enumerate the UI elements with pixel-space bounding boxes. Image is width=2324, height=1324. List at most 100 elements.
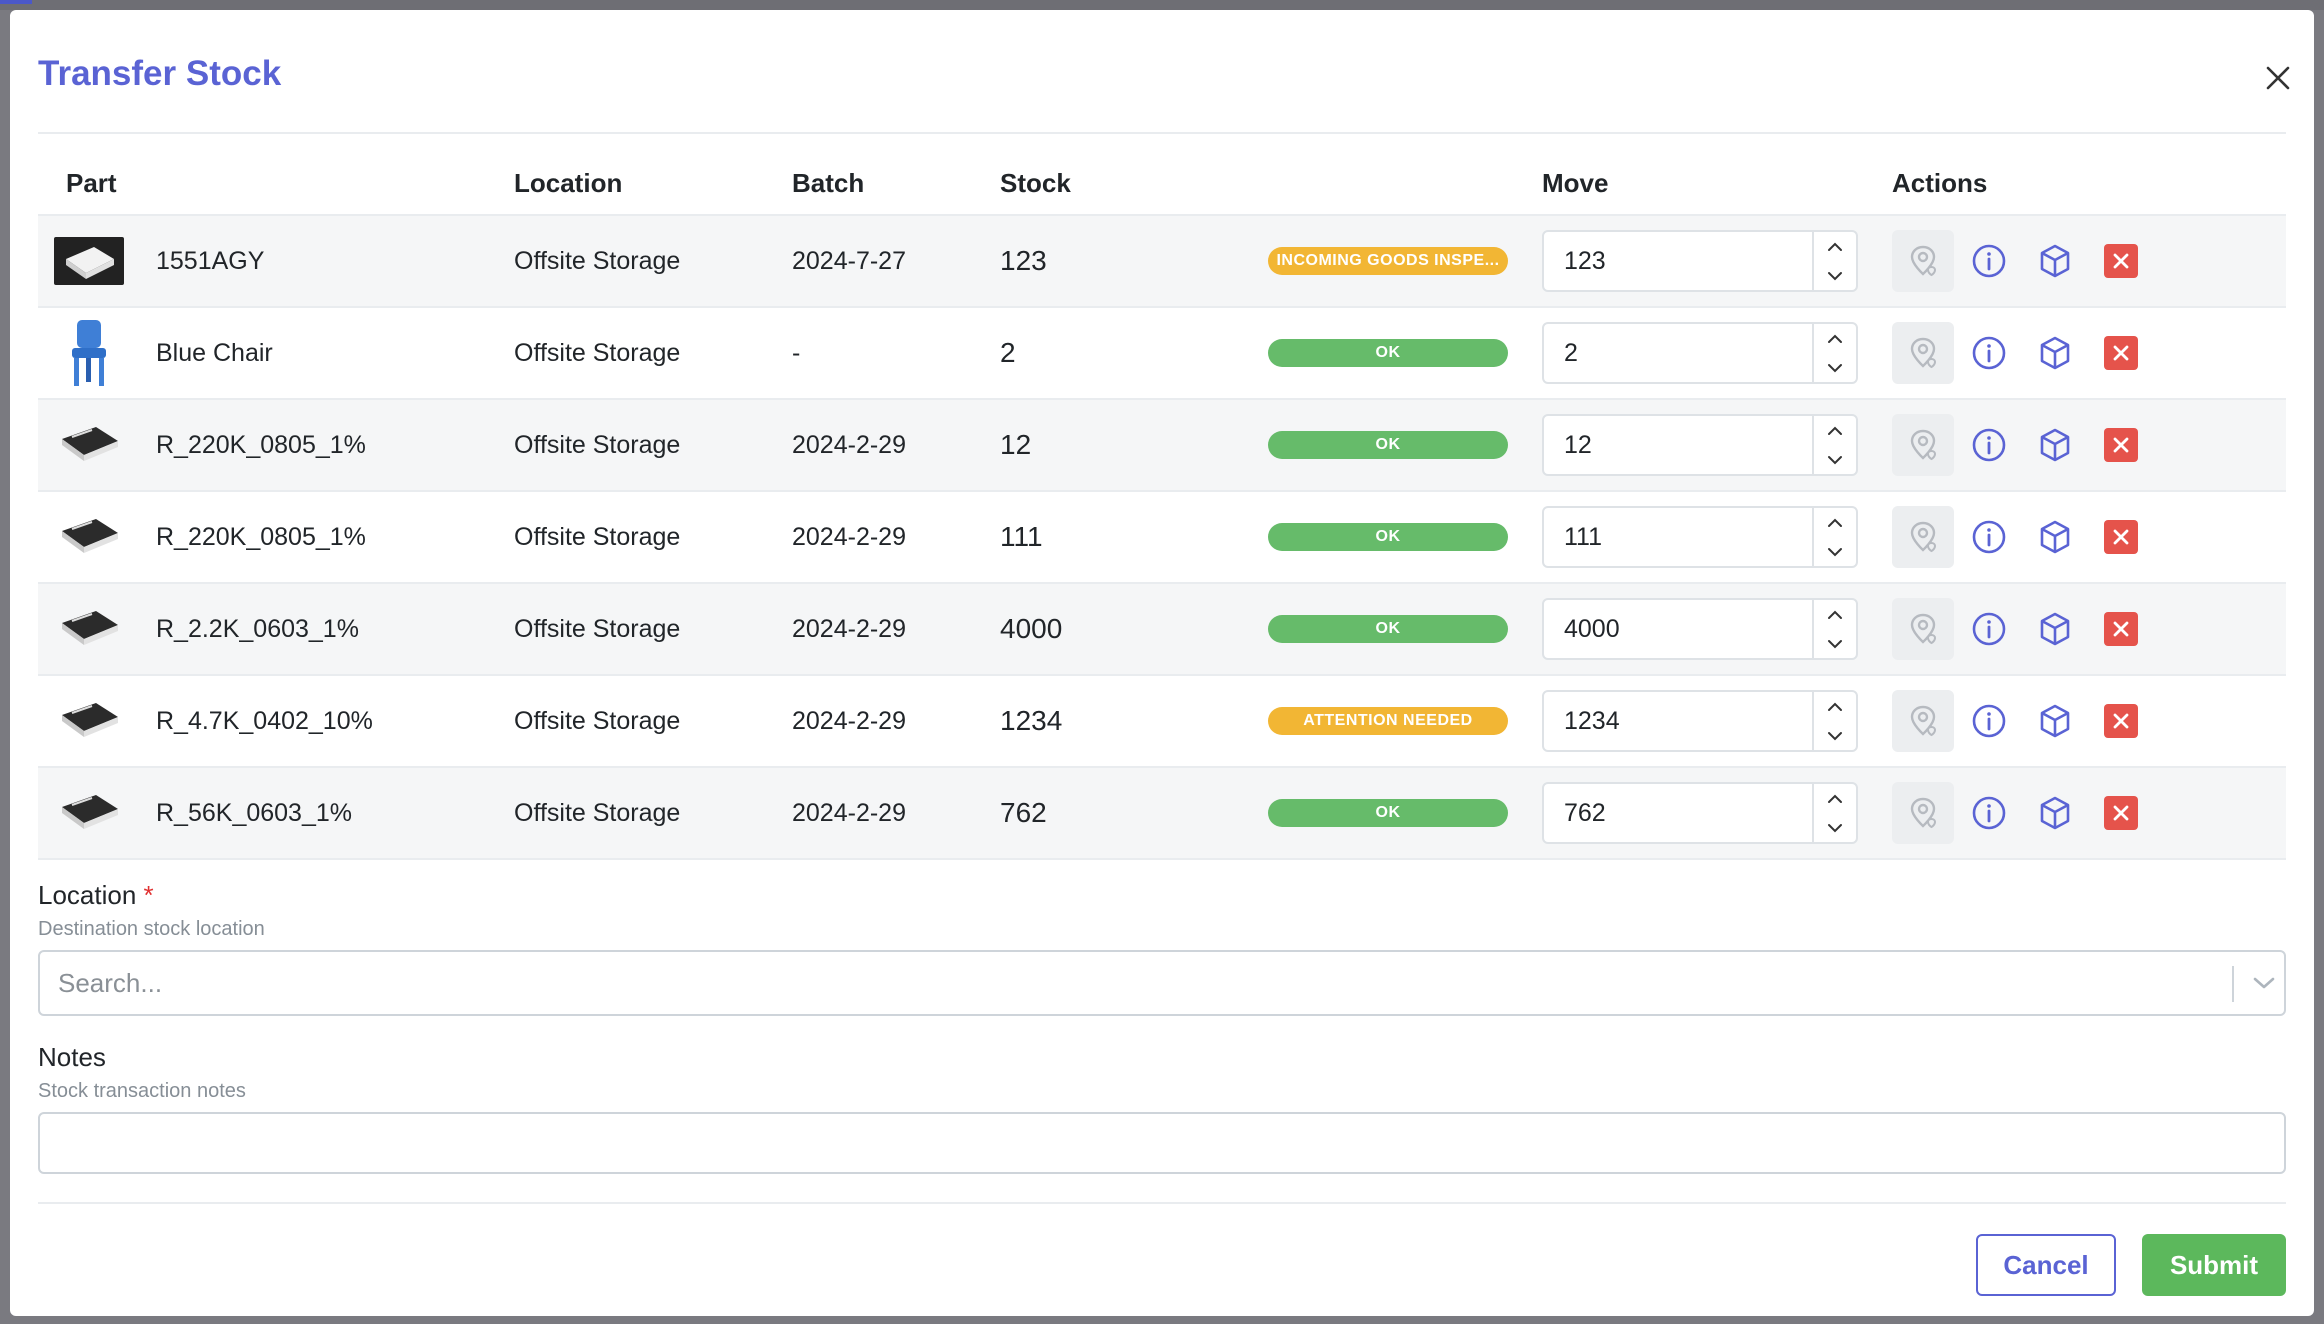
quantity-stepper: [1812, 232, 1856, 290]
change-location-button[interactable]: [1892, 598, 1954, 660]
change-location-button[interactable]: [1892, 322, 1954, 384]
stock-item-button[interactable]: [2024, 598, 2086, 660]
remove-row-button[interactable]: [2090, 414, 2152, 476]
decrement-button[interactable]: [1814, 537, 1856, 566]
close-icon: [2266, 66, 2290, 90]
remove-row-button[interactable]: [2090, 782, 2152, 844]
submit-button[interactable]: Submit: [2142, 1234, 2286, 1296]
move-quantity-field[interactable]: [1542, 230, 1858, 292]
remove-row-button[interactable]: [2090, 506, 2152, 568]
remove-icon: [2113, 713, 2129, 729]
decrement-button[interactable]: [1814, 629, 1856, 658]
move-quantity-input[interactable]: [1544, 692, 1814, 750]
move-quantity-input[interactable]: [1544, 232, 1814, 290]
location-dropdown-toggle[interactable]: [2242, 952, 2286, 1014]
stock-item-button[interactable]: [2024, 782, 2086, 844]
stock-cell: 123: [1000, 245, 1047, 276]
location-icon: [1910, 245, 1937, 277]
chevron-up-icon: [1828, 794, 1842, 803]
increment-button[interactable]: [1814, 508, 1856, 537]
change-location-button[interactable]: [1892, 230, 1954, 292]
part-name[interactable]: 1551AGY: [156, 246, 265, 275]
chevron-up-icon: [1828, 426, 1842, 435]
close-button[interactable]: [2258, 58, 2298, 98]
move-quantity-input[interactable]: [1544, 324, 1814, 382]
change-location-button[interactable]: [1892, 506, 1954, 568]
move-quantity-field[interactable]: [1542, 690, 1858, 752]
stock-info-button[interactable]: [1958, 690, 2020, 752]
move-quantity-field[interactable]: [1542, 782, 1858, 844]
location-search-input[interactable]: [40, 952, 2190, 1014]
remove-icon: [2113, 621, 2129, 637]
chevron-down-icon: [1828, 639, 1842, 648]
move-quantity-input[interactable]: [1544, 600, 1814, 658]
stock-info-button[interactable]: [1958, 414, 2020, 476]
remove-row-button[interactable]: [2090, 322, 2152, 384]
table-row: 1551AGY Offsite Storage 2024-7-27 123 INCOMI…: [38, 216, 2286, 308]
part-name[interactable]: Blue Chair: [156, 338, 273, 367]
batch-cell: 2024-2-29: [792, 430, 906, 459]
increment-button[interactable]: [1814, 232, 1856, 261]
package-icon: [2040, 612, 2070, 646]
package-icon: [2040, 796, 2070, 830]
move-quantity-field[interactable]: [1542, 414, 1858, 476]
location-select[interactable]: [38, 950, 2286, 1016]
stock-info-button[interactable]: [1958, 322, 2020, 384]
remove-row-button[interactable]: [2090, 690, 2152, 752]
stock-item-button[interactable]: [2024, 230, 2086, 292]
part-name[interactable]: R_56K_0603_1%: [156, 798, 352, 827]
move-quantity-input[interactable]: [1544, 416, 1814, 474]
change-location-button[interactable]: [1892, 414, 1954, 476]
remove-row-button[interactable]: [2090, 598, 2152, 660]
chair-thumb: [54, 318, 124, 388]
decrement-button[interactable]: [1814, 261, 1856, 290]
part-name[interactable]: R_220K_0805_1%: [156, 522, 366, 551]
decrement-button[interactable]: [1814, 721, 1856, 750]
cancel-button[interactable]: Cancel: [1976, 1234, 2116, 1296]
change-location-button[interactable]: [1892, 690, 1954, 752]
increment-button[interactable]: [1814, 416, 1856, 445]
move-quantity-field[interactable]: [1542, 598, 1858, 660]
stock-item-button[interactable]: [2024, 322, 2086, 384]
batch-cell: 2024-2-29: [792, 798, 906, 827]
location-label-text: Location: [38, 880, 137, 910]
location-cell: Offsite Storage: [514, 522, 681, 551]
stock-item-button[interactable]: [2024, 690, 2086, 752]
stock-info-button[interactable]: [1958, 506, 2020, 568]
chevron-down-icon: [1828, 455, 1842, 464]
chevron-down-icon: [1828, 731, 1842, 740]
stock-info-button[interactable]: [1958, 230, 2020, 292]
increment-button[interactable]: [1814, 784, 1856, 813]
move-quantity-field[interactable]: [1542, 322, 1858, 384]
part-name[interactable]: R_2.2K_0603_1%: [156, 614, 359, 643]
decrement-button[interactable]: [1814, 813, 1856, 842]
stock-info-button[interactable]: [1958, 598, 2020, 660]
chevron-up-icon: [1828, 610, 1842, 619]
move-quantity-field[interactable]: [1542, 506, 1858, 568]
move-quantity-input[interactable]: [1544, 784, 1814, 842]
increment-button[interactable]: [1814, 692, 1856, 721]
increment-button[interactable]: [1814, 600, 1856, 629]
part-name[interactable]: R_220K_0805_1%: [156, 430, 366, 459]
quantity-stepper: [1812, 324, 1856, 382]
part-name[interactable]: R_4.7K_0402_10%: [156, 706, 373, 735]
chevron-up-icon: [1828, 242, 1842, 251]
location-icon: [1910, 337, 1937, 369]
increment-button[interactable]: [1814, 324, 1856, 353]
notes-label: Notes: [38, 1042, 106, 1072]
stock-info-button[interactable]: [1958, 782, 2020, 844]
change-location-button[interactable]: [1892, 782, 1954, 844]
move-quantity-input[interactable]: [1544, 508, 1814, 566]
notes-input[interactable]: [40, 1114, 2284, 1172]
notes-field[interactable]: [38, 1112, 2286, 1174]
decrement-button[interactable]: [1814, 353, 1856, 382]
remove-icon: [2113, 805, 2129, 821]
info-icon: [1972, 336, 2006, 370]
stock-item-button[interactable]: [2024, 414, 2086, 476]
stock-item-button[interactable]: [2024, 506, 2086, 568]
stock-cell: 2: [1000, 337, 1016, 368]
remove-row-button[interactable]: [2090, 230, 2152, 292]
location-icon: [1910, 797, 1937, 829]
quantity-stepper: [1812, 784, 1856, 842]
decrement-button[interactable]: [1814, 445, 1856, 474]
